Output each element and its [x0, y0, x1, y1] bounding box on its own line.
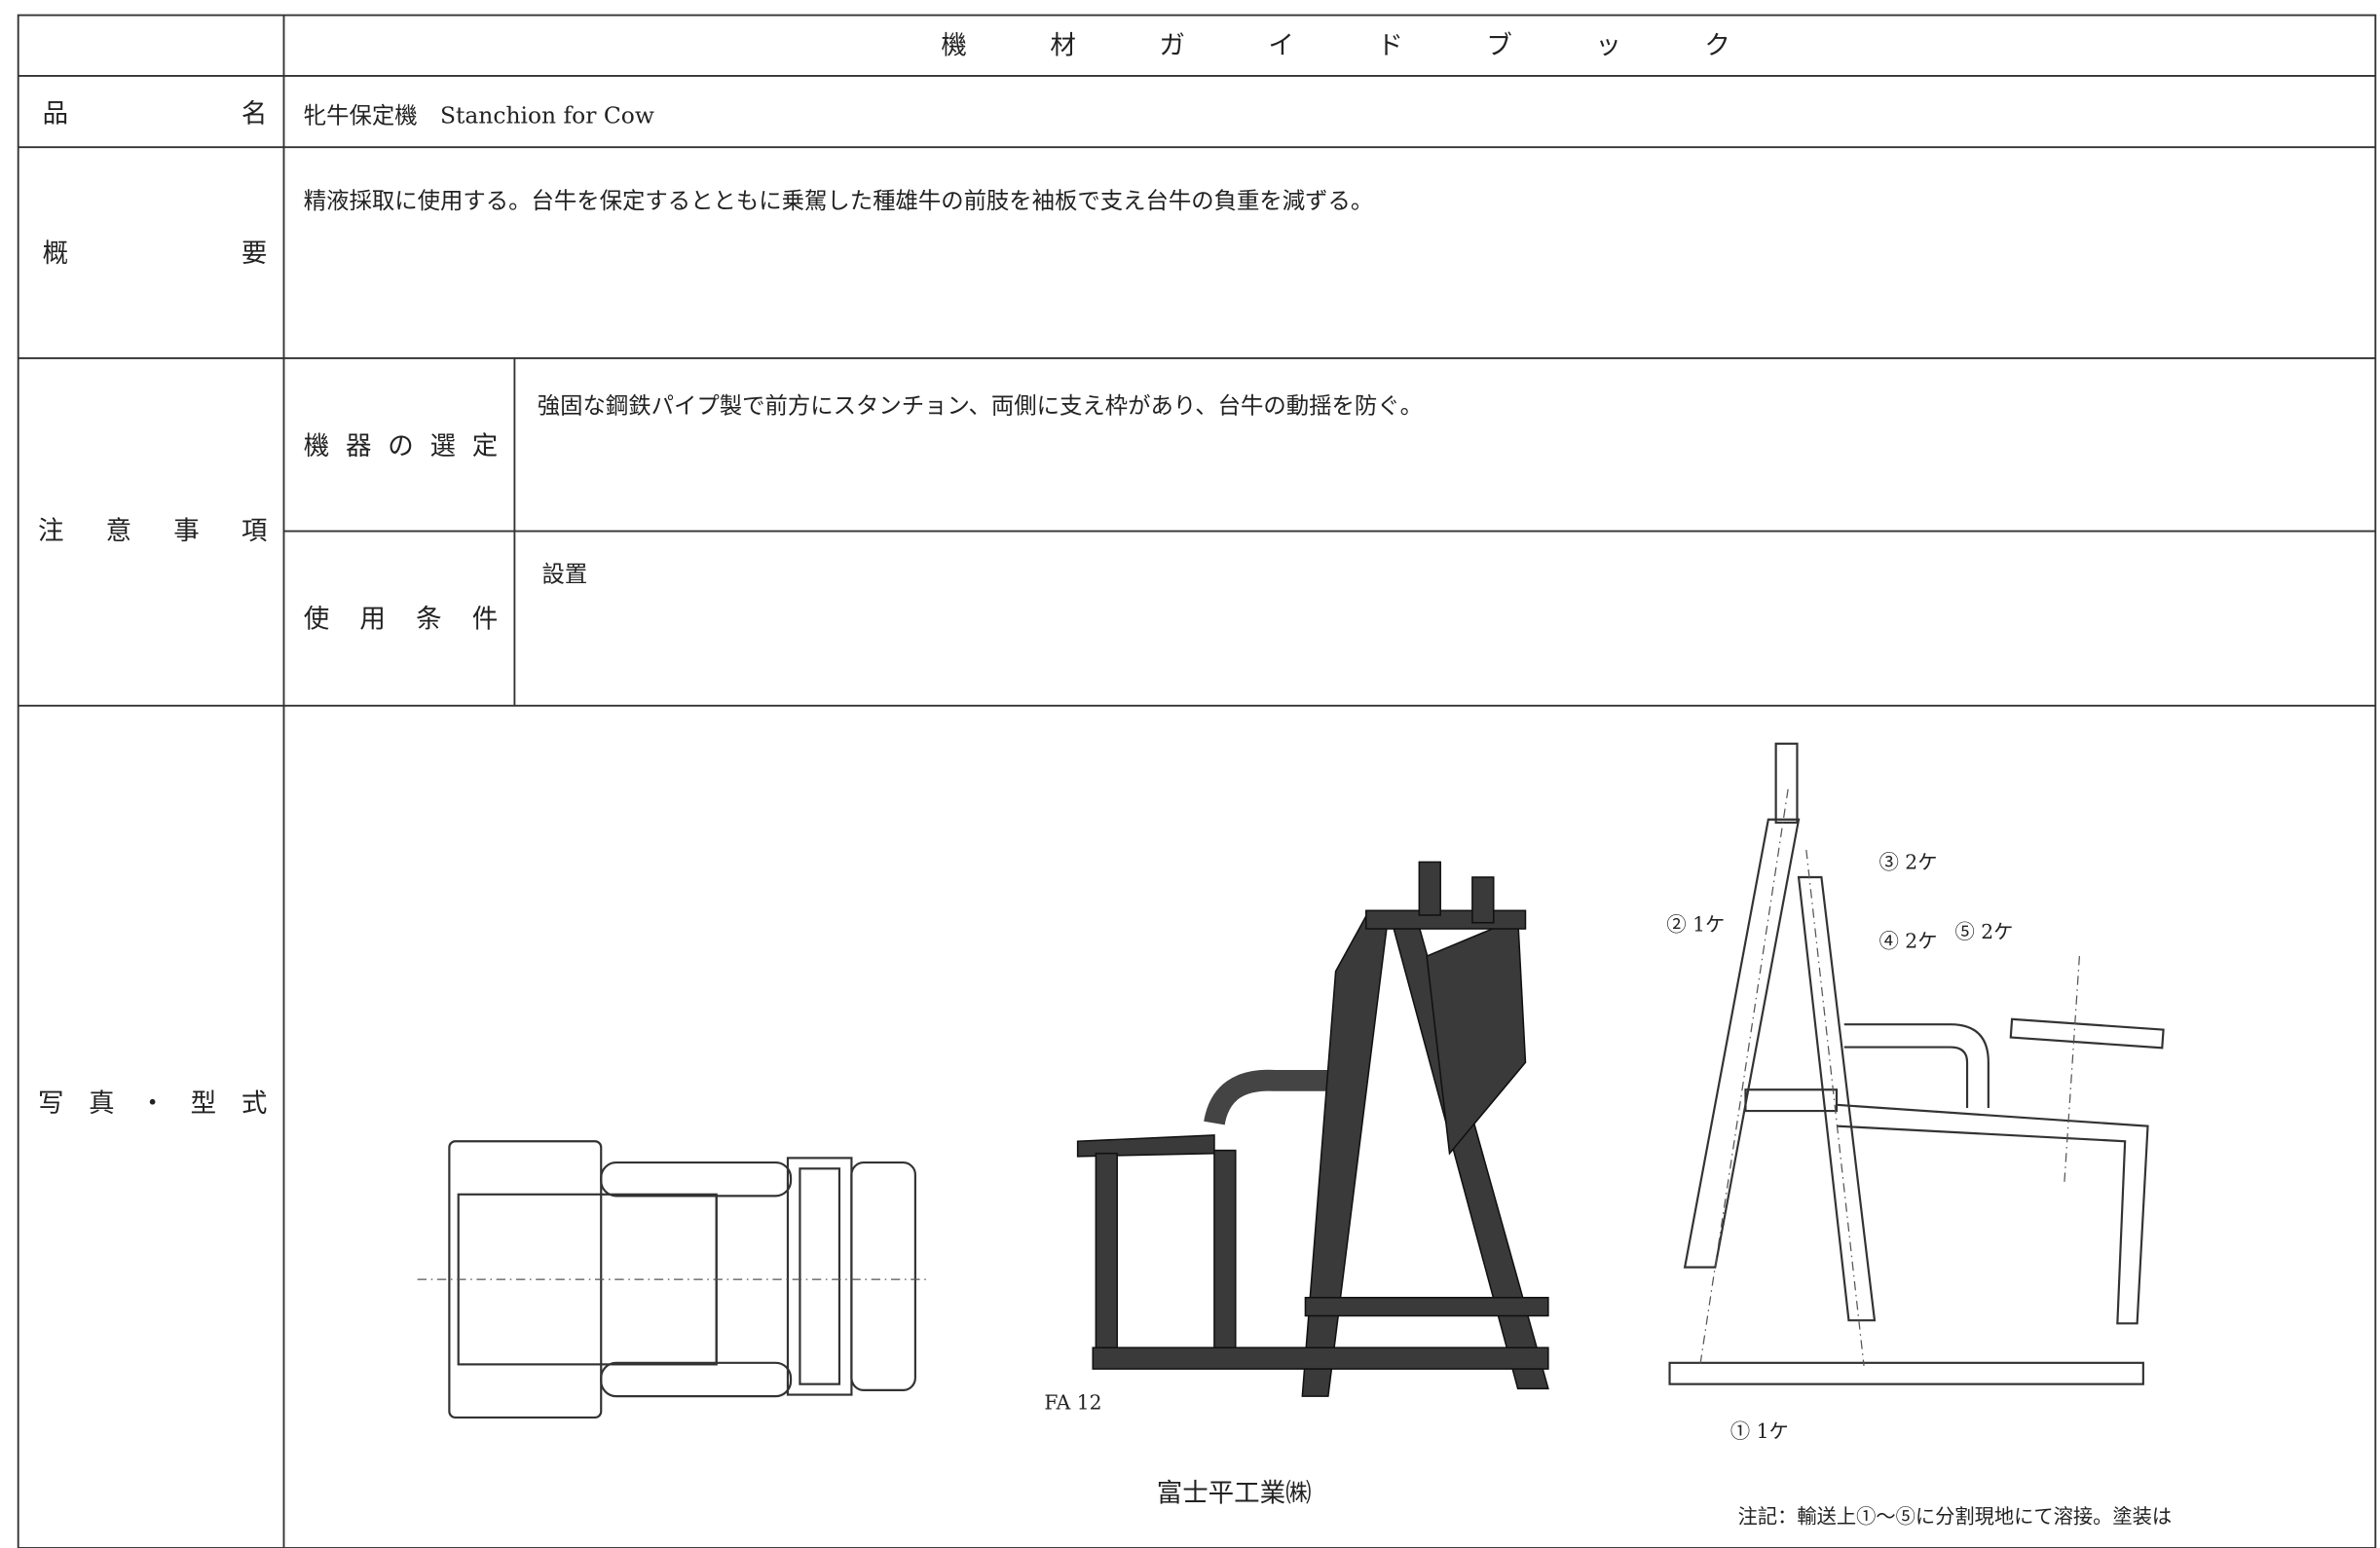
row-label: 品名 [43, 98, 268, 129]
row-label: 写真・型式 [38, 1088, 267, 1119]
table-grid [17, 14, 2377, 1548]
part-label: ③ 2ケ [1879, 850, 1938, 873]
sub-label: 使用条件 [304, 605, 499, 635]
row-label: 概要 [43, 239, 268, 269]
conditions-text: 設置 [541, 560, 587, 587]
part-label: ① 1ケ [1730, 1419, 1789, 1443]
selection-text: 強固な鋼鉄パイプ製で前方にスタンチョン、両側に支え枠があり、台牛の動揺を防ぐ。 [538, 391, 1423, 419]
photo-caption: FA 12 [1044, 1390, 1101, 1414]
maker: 富士平工業㈱ [1157, 1478, 1312, 1508]
summary-text: 精液採取に使用する。台牛を保定するとともに乗駕した種雄牛の前肢を袖板で支え台牛の… [304, 187, 1374, 214]
part-label: ⑤ 2ケ [1955, 920, 2014, 943]
footnote: 注記：輸送上①～⑤に分割現地にて溶接。塗装は [1738, 1504, 2172, 1528]
photo [1076, 861, 1549, 1397]
product-name: 牝牛保定機 Stanchion for Cow [304, 102, 654, 129]
row-label: 注意事項 [38, 516, 267, 546]
exploded-diagram [1668, 742, 2165, 1385]
part-label: ② 1ケ [1666, 912, 1725, 936]
sub-label: 機器の選定 [304, 431, 499, 461]
top-view-drawing [417, 1140, 926, 1419]
header-title: 機材ガイドブック [941, 30, 1730, 60]
part-label: ④ 2ケ [1879, 930, 1938, 953]
